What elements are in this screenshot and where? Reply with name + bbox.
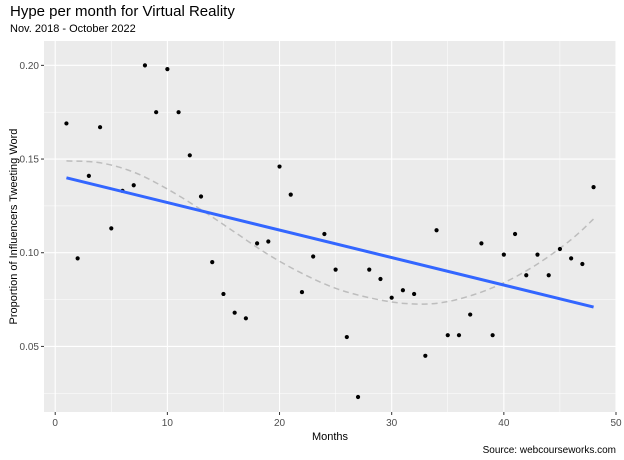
data-point bbox=[512, 231, 518, 237]
data-point bbox=[400, 288, 406, 293]
x-tick-label: 40 bbox=[498, 418, 510, 429]
data-point bbox=[288, 192, 293, 197]
data-point bbox=[468, 312, 473, 317]
source-caption: Source: webcourseworks.com bbox=[482, 445, 616, 456]
data-point bbox=[176, 110, 181, 115]
x-tick-label: 50 bbox=[610, 418, 622, 429]
data-point bbox=[501, 252, 506, 257]
y-tick-label: 0.15 bbox=[20, 155, 40, 166]
data-point bbox=[97, 125, 103, 130]
minor-gridlines bbox=[44, 41, 616, 412]
data-point bbox=[243, 316, 248, 321]
data-point bbox=[367, 267, 372, 272]
data-point bbox=[569, 256, 574, 261]
data-point bbox=[580, 261, 585, 267]
x-tick-label: 0 bbox=[52, 418, 58, 429]
data-point bbox=[445, 333, 450, 338]
data-point bbox=[535, 252, 540, 257]
data-point bbox=[479, 241, 484, 246]
data-point bbox=[75, 256, 80, 261]
x-tick-label: 30 bbox=[386, 418, 398, 429]
data-point bbox=[389, 295, 394, 300]
x-tick-label: 20 bbox=[274, 418, 286, 429]
chart-subtitle: Nov. 2018 - October 2022 bbox=[10, 23, 136, 35]
plot-panel bbox=[44, 41, 616, 412]
data-point bbox=[154, 110, 159, 115]
data-point bbox=[591, 185, 596, 190]
data-point bbox=[187, 153, 192, 158]
scatter-chart: 0 10 20 30 40 50 0.05 0.10 0.15 0.20 Months Prop… bbox=[8, 41, 622, 443]
data-point bbox=[412, 291, 417, 297]
data-point bbox=[254, 241, 260, 246]
data-point bbox=[557, 246, 563, 252]
data-point bbox=[546, 273, 551, 278]
data-point bbox=[378, 276, 383, 282]
linear-trend-line bbox=[66, 176, 594, 309]
major-gridlines bbox=[44, 41, 617, 412]
data-point bbox=[64, 121, 69, 126]
data-point bbox=[524, 273, 529, 278]
data-point bbox=[456, 333, 462, 338]
data-point bbox=[434, 228, 439, 233]
y-tick-label: 0.20 bbox=[20, 61, 40, 72]
data-point bbox=[131, 183, 136, 188]
data-point bbox=[86, 173, 91, 179]
smooth-trend-line bbox=[66, 160, 595, 305]
y-tick-label: 0.05 bbox=[20, 342, 40, 353]
y-axis-title: Proportion of Influencers Tweeting Word bbox=[8, 129, 20, 325]
data-point bbox=[232, 310, 237, 315]
data-point bbox=[423, 353, 428, 358]
data-point bbox=[221, 291, 226, 297]
data-point bbox=[109, 226, 114, 231]
data-point bbox=[355, 394, 361, 400]
data-points bbox=[64, 63, 596, 400]
data-point bbox=[142, 63, 148, 68]
data-point bbox=[266, 239, 271, 244]
x-axis-ticks: 0 10 20 30 40 50 bbox=[52, 412, 622, 429]
y-axis-ticks: 0.05 0.10 0.15 0.20 bbox=[20, 61, 44, 353]
data-point bbox=[490, 333, 495, 338]
data-point bbox=[344, 334, 349, 340]
data-point bbox=[198, 194, 204, 199]
data-point bbox=[210, 260, 215, 265]
data-point bbox=[165, 67, 170, 72]
data-point bbox=[299, 289, 305, 295]
data-point bbox=[333, 267, 338, 272]
data-point bbox=[322, 231, 327, 237]
chart-title: Hype per month for Virtual Reality bbox=[10, 3, 235, 20]
x-tick-label: 10 bbox=[162, 418, 174, 429]
data-point bbox=[311, 254, 316, 259]
y-tick-label: 0.10 bbox=[20, 248, 40, 259]
x-axis-title: Months bbox=[312, 431, 349, 443]
data-point bbox=[277, 164, 282, 169]
